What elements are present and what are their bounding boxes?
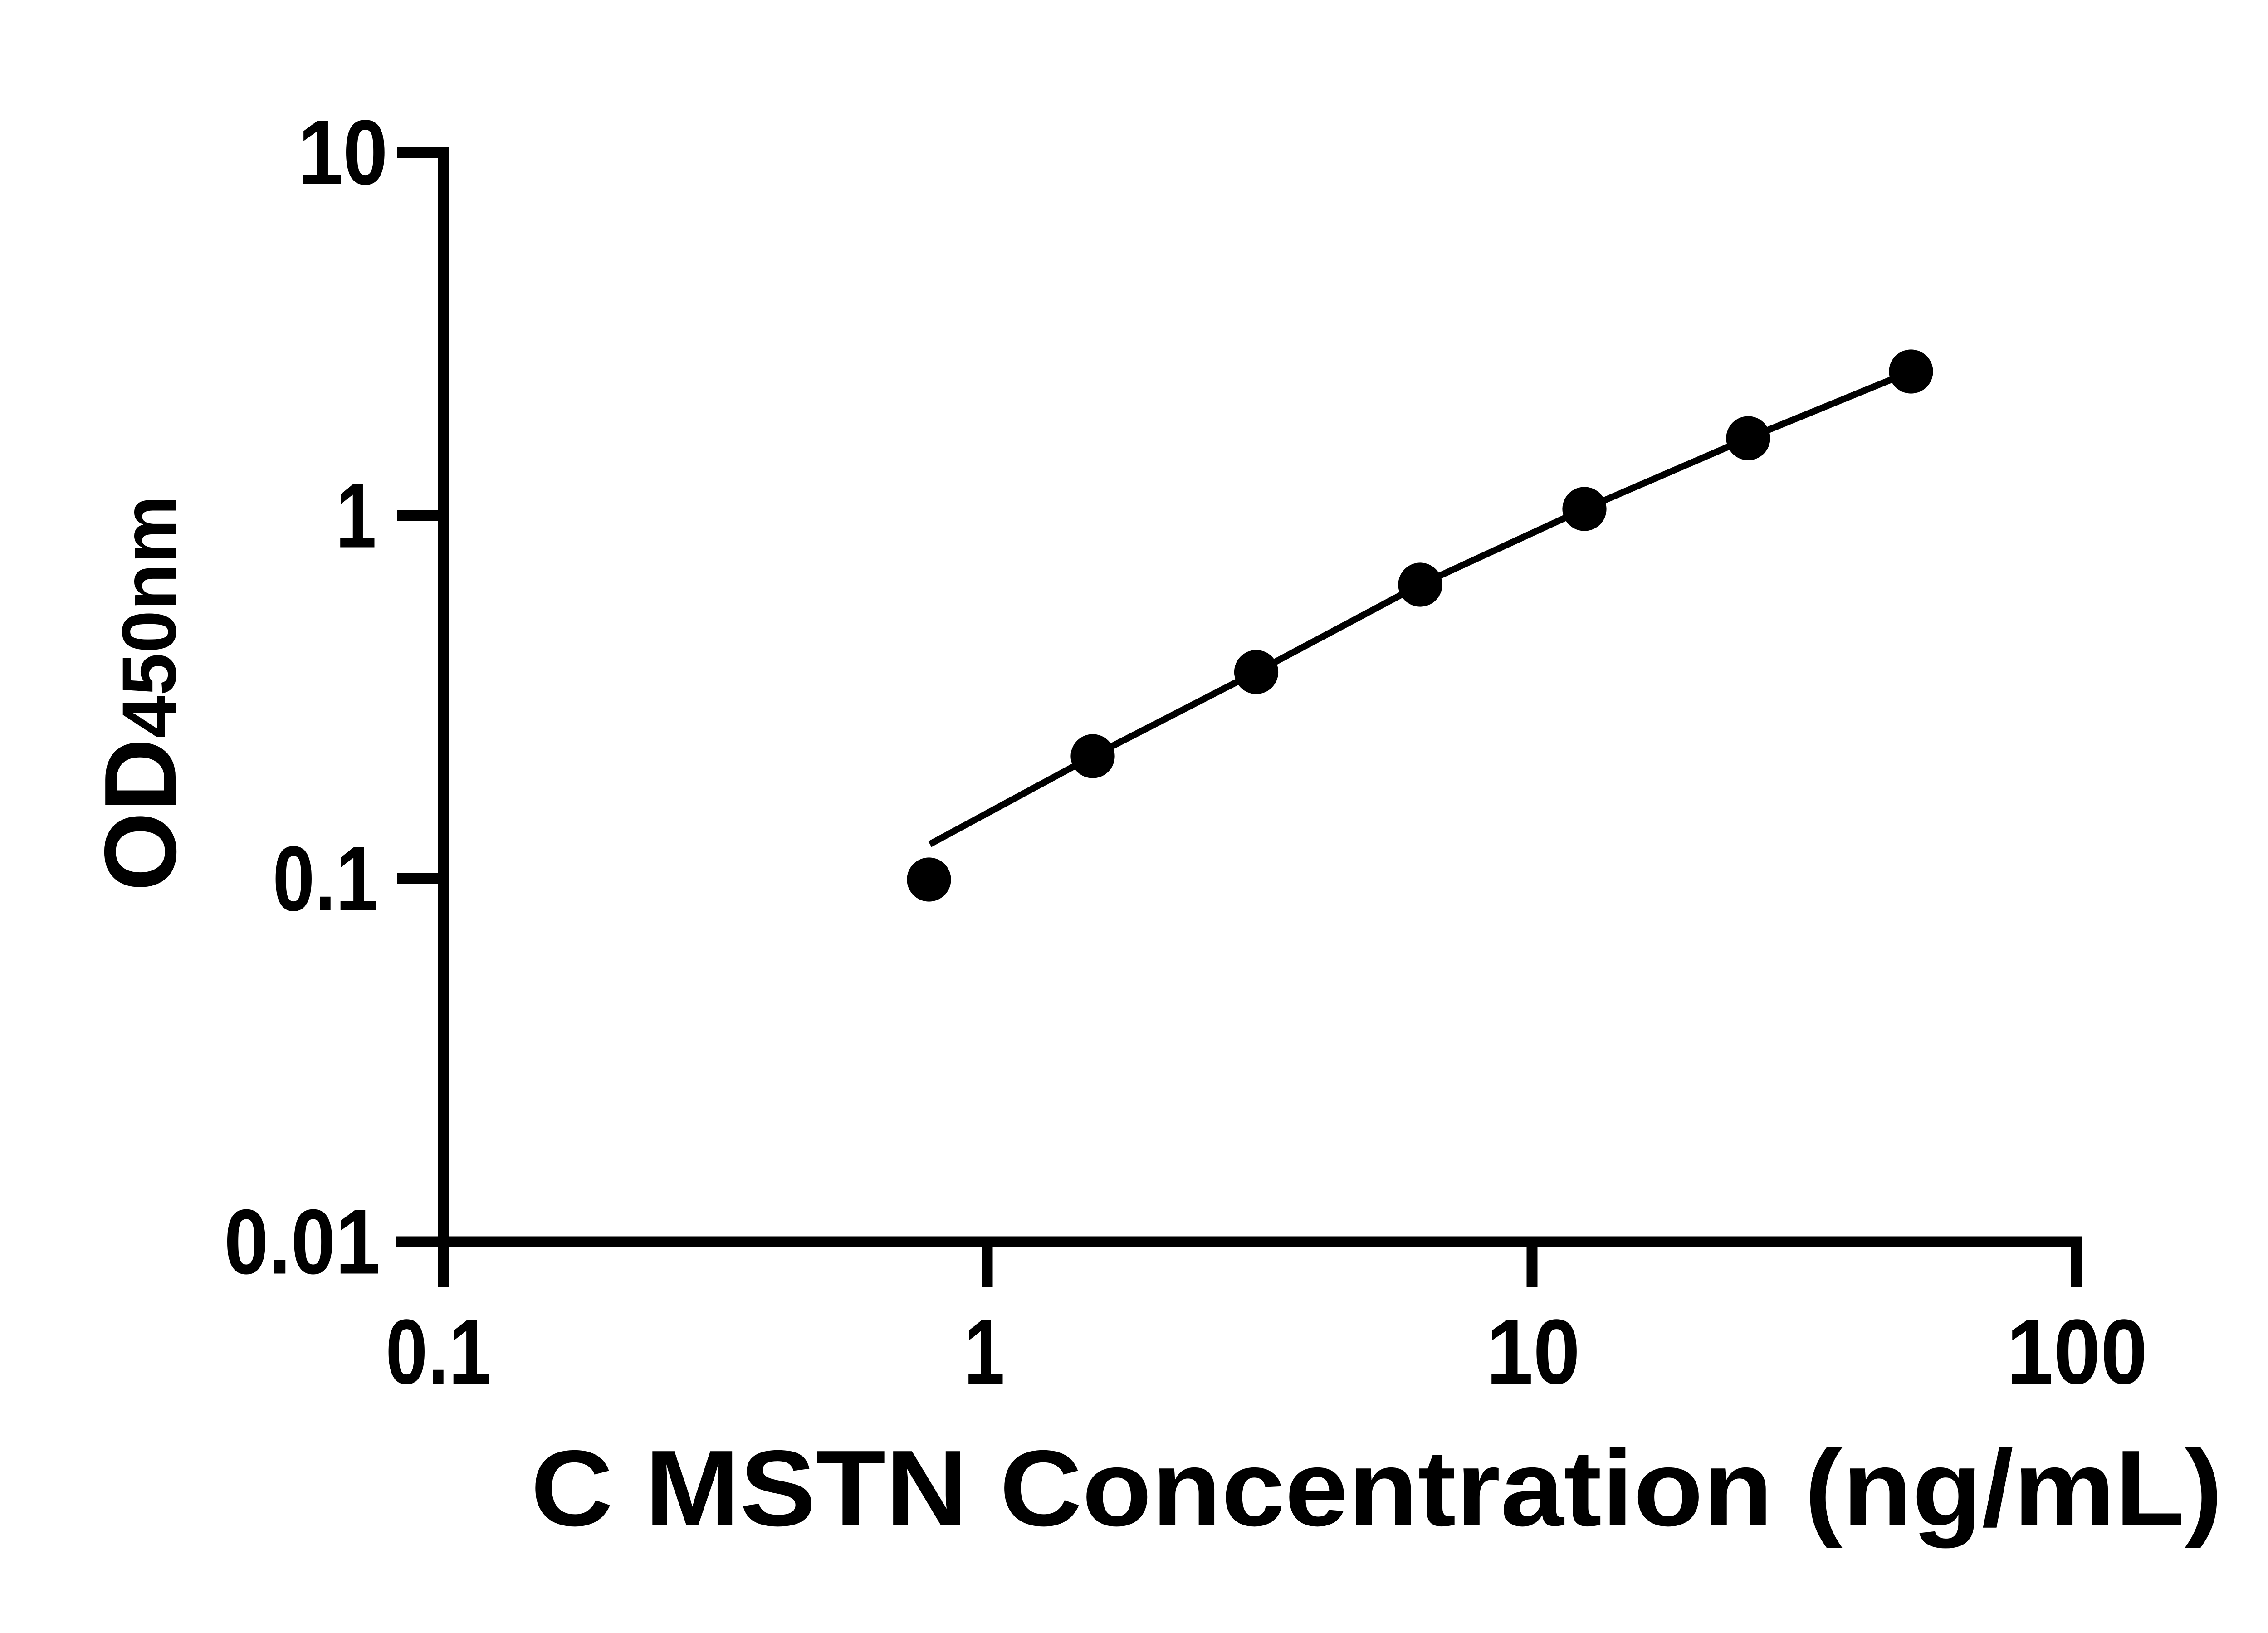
svg-text:0.1: 0.1: [273, 827, 378, 930]
svg-text:1: 1: [336, 464, 376, 567]
svg-text:0.01: 0.01: [224, 1191, 380, 1294]
svg-text:10: 10: [298, 101, 388, 204]
svg-text:1: 1: [964, 1301, 1005, 1403]
svg-text:0.1: 0.1: [386, 1301, 491, 1403]
svg-text:OD450nm: OD450nm: [83, 495, 197, 891]
svg-text:100: 100: [2007, 1301, 2148, 1403]
svg-text:10: 10: [1486, 1301, 1580, 1403]
svg-text:C MSTN Concentration (ng/mL): C MSTN Concentration (ng/mL): [531, 1428, 2223, 1549]
